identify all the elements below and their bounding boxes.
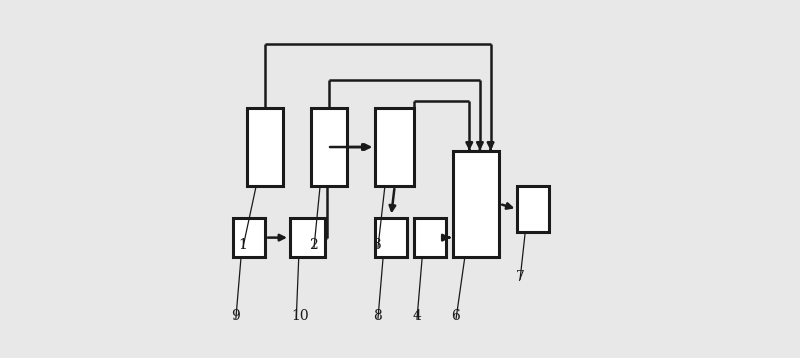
Bar (454, 151, 499, 257)
Bar (311, 108, 346, 186)
Text: 1: 1 (238, 238, 247, 252)
Bar (518, 186, 549, 232)
Text: 9: 9 (231, 309, 240, 323)
Bar (233, 218, 265, 257)
Bar (414, 218, 446, 257)
Bar (375, 108, 414, 186)
Text: 7: 7 (515, 270, 524, 284)
Bar (290, 218, 326, 257)
Text: 6: 6 (451, 309, 460, 323)
Text: 8: 8 (374, 309, 382, 323)
Text: 3: 3 (374, 238, 382, 252)
Bar (375, 218, 407, 257)
Bar (247, 108, 282, 186)
Text: 10: 10 (292, 309, 310, 323)
Text: 4: 4 (413, 309, 422, 323)
Text: 2: 2 (310, 238, 318, 252)
